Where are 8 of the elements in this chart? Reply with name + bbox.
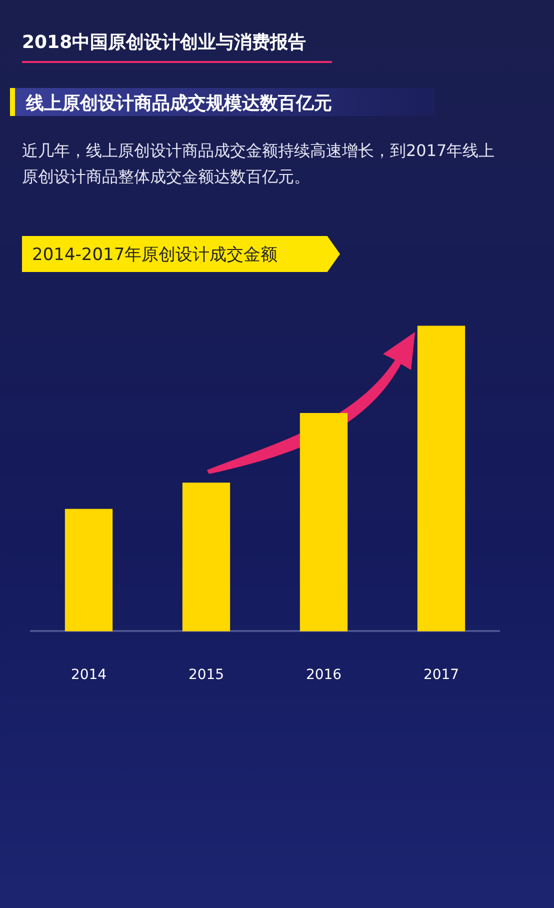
chart-subtitle: 线上原创设计商品成交规模达数百亿元 <box>26 92 332 115</box>
text: 2014-2017年原创设计成交金额 <box>32 244 278 266</box>
chart-title: 2018中国原创设计创业与消费报告 <box>22 31 306 54</box>
text: 近几年，线上原创设计商品成交金额持续高速增长，到2017年线上原创设计商品整体成交金额达数百亿元。 <box>22 140 496 188</box>
x-tick-label: 2015 <box>188 667 224 684</box>
x-tick-label: 2017 <box>423 667 460 684</box>
x-tick-label: 2016 <box>306 667 342 684</box>
x-tick-label: 2014 <box>70 667 107 684</box>
